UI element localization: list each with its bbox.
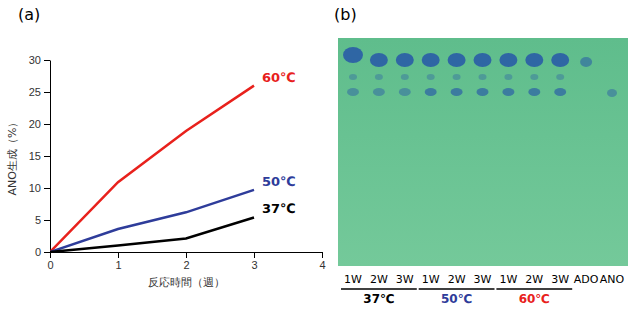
tlc-spot xyxy=(373,88,385,96)
y-tick-label: 20 xyxy=(29,118,41,130)
tlc-spot xyxy=(556,74,564,80)
x-tick-mark xyxy=(118,252,119,258)
tlc-spot xyxy=(530,74,538,80)
tlc-spot xyxy=(477,88,489,96)
x-tick-mark xyxy=(254,252,255,258)
y-tick-label: 0 xyxy=(35,246,41,258)
y-tick-mark xyxy=(44,60,50,61)
lane-label: 3W xyxy=(396,273,414,286)
tlc-spot xyxy=(453,74,461,80)
y-tick: 25 xyxy=(29,86,50,98)
tlc-spot xyxy=(551,53,569,67)
tlc-spot xyxy=(375,74,383,80)
group-bracket xyxy=(341,288,417,290)
y-tick: 10 xyxy=(29,182,50,194)
tlc-spot xyxy=(401,74,409,80)
tlc-spot xyxy=(580,57,592,67)
tlc-spot xyxy=(347,88,359,96)
tlc-plate xyxy=(338,38,628,266)
y-tick: 5 xyxy=(35,214,50,226)
y-tick-label: 5 xyxy=(35,214,41,226)
series-line xyxy=(50,217,254,252)
x-tick-label: 2 xyxy=(183,259,189,271)
x-tick-label: 4 xyxy=(319,259,325,271)
group-bracket xyxy=(419,288,495,290)
lane-label: 1W xyxy=(499,273,517,286)
y-tick-label: 25 xyxy=(29,86,41,98)
y-tick: 30 xyxy=(29,54,50,66)
series-label: 50℃ xyxy=(262,174,296,189)
x-tick: 0 xyxy=(47,252,53,271)
y-tick: 15 xyxy=(29,150,50,162)
series-label: 60℃ xyxy=(262,70,296,85)
y-tick-label: 30 xyxy=(29,54,41,66)
x-tick: 3 xyxy=(251,252,257,271)
y-axis: 0 5 10 15 20 25 30 xyxy=(29,54,51,258)
tlc-spot xyxy=(525,53,543,67)
y-tick-mark xyxy=(44,92,50,93)
series-label: 37℃ xyxy=(262,201,296,216)
y-axis-title: ANO生成（%） xyxy=(6,117,19,196)
x-tick-label: 0 xyxy=(47,259,53,271)
tlc-spot xyxy=(528,88,540,96)
x-tick: 4 xyxy=(319,252,325,271)
tlc-spot xyxy=(474,53,492,67)
x-tick-mark xyxy=(322,252,323,258)
y-axis-line xyxy=(50,61,51,253)
tlc-spot xyxy=(499,53,517,67)
tlc-spots xyxy=(343,47,617,97)
tlc-spot xyxy=(370,53,388,67)
x-tick-label: 3 xyxy=(251,259,257,271)
tlc-spot xyxy=(422,53,440,67)
y-tick-label: 10 xyxy=(29,182,41,194)
y-tick-mark xyxy=(44,156,50,157)
tlc-spot xyxy=(343,47,363,63)
tlc-spot xyxy=(399,88,411,96)
lane-label: 3W xyxy=(474,273,492,286)
y-tick: 20 xyxy=(29,118,50,130)
tlc-spot xyxy=(554,88,566,96)
x-tick-label: 1 xyxy=(115,259,121,271)
tlc-spot xyxy=(425,88,437,96)
lane-label: 2W xyxy=(370,273,388,286)
x-tick: 1 xyxy=(115,252,121,271)
lane-label: ANO xyxy=(600,273,625,286)
tlc-spot xyxy=(479,74,487,80)
tlc-spot xyxy=(448,53,466,67)
y-tick-mark xyxy=(44,220,50,221)
group-label: 37℃ xyxy=(363,292,394,306)
lane-label: 2W xyxy=(525,273,543,286)
series-line xyxy=(50,86,254,252)
tlc-spot xyxy=(504,74,512,80)
plot-lines xyxy=(50,86,254,252)
lane-label: ADO xyxy=(574,273,599,286)
x-tick-mark xyxy=(186,252,187,258)
x-axis: 0 1 2 3 4 xyxy=(47,252,325,271)
series-line xyxy=(50,190,254,252)
group-label: 50℃ xyxy=(441,292,472,306)
panel-label: (b) xyxy=(334,5,357,24)
figure: (a) (b) 0 5 10 15 20 25 30 0 1 2 3 4 ANO生成（%） 反応時間（週） 60… xyxy=(0,0,633,320)
panel-label: (a) xyxy=(18,5,40,24)
y-tick-label: 15 xyxy=(29,150,41,162)
y-tick: 0 xyxy=(35,246,50,258)
group-label: 60℃ xyxy=(519,292,550,306)
y-tick-mark xyxy=(44,188,50,189)
tlc-spot xyxy=(502,88,514,96)
tlc-spot xyxy=(349,74,357,80)
x-axis-title: 反応時間（週） xyxy=(148,276,225,289)
lane-label: 3W xyxy=(551,273,569,286)
tlc-spot xyxy=(427,74,435,80)
tlc-spot xyxy=(451,88,463,96)
x-tick: 2 xyxy=(183,252,189,271)
y-tick-mark xyxy=(44,252,50,253)
lane-label: 2W xyxy=(448,273,466,286)
tlc-spot xyxy=(396,53,414,67)
x-tick-mark xyxy=(50,252,51,258)
y-tick-mark xyxy=(44,124,50,125)
lane-label: 1W xyxy=(344,273,362,286)
tlc-spot xyxy=(607,89,617,97)
lane-label: 1W xyxy=(422,273,440,286)
group-bracket xyxy=(496,288,572,290)
